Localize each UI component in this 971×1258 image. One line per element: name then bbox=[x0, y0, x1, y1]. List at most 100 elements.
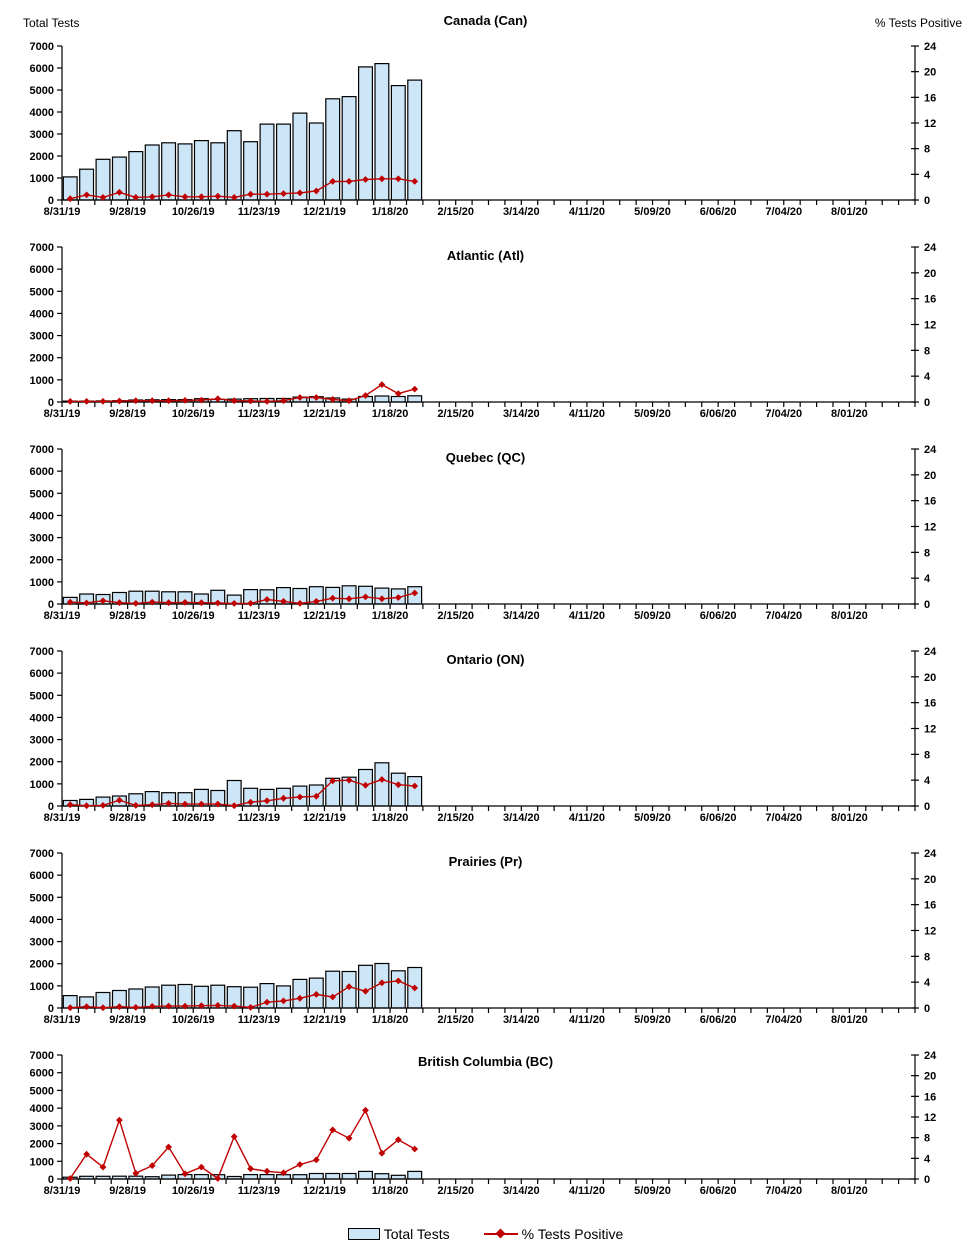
svg-text:1/18/20: 1/18/20 bbox=[372, 812, 409, 824]
svg-text:12: 12 bbox=[924, 724, 936, 736]
svg-text:4: 4 bbox=[924, 775, 931, 787]
svg-text:2000: 2000 bbox=[30, 555, 54, 567]
svg-text:3/14/20: 3/14/20 bbox=[503, 1185, 540, 1197]
svg-text:7/04/20: 7/04/20 bbox=[765, 408, 802, 420]
svg-text:24: 24 bbox=[924, 848, 937, 860]
svg-text:3000: 3000 bbox=[30, 735, 54, 747]
svg-text:1000: 1000 bbox=[30, 173, 54, 185]
svg-text:3/14/20: 3/14/20 bbox=[503, 812, 540, 824]
svg-text:2000: 2000 bbox=[30, 151, 54, 163]
svg-text:6/06/20: 6/06/20 bbox=[700, 408, 737, 420]
svg-text:3/14/20: 3/14/20 bbox=[503, 206, 540, 218]
svg-text:8/31/19: 8/31/19 bbox=[44, 1185, 81, 1197]
svg-text:24: 24 bbox=[924, 41, 937, 53]
svg-text:5000: 5000 bbox=[30, 892, 54, 904]
chart-legend: Total Tests % Tests Positive bbox=[0, 1212, 971, 1242]
svg-text:4000: 4000 bbox=[30, 1103, 54, 1115]
svg-text:2/15/20: 2/15/20 bbox=[437, 1185, 474, 1197]
svg-text:12: 12 bbox=[924, 320, 936, 332]
svg-text:10/26/19: 10/26/19 bbox=[172, 812, 215, 824]
svg-text:10/26/19: 10/26/19 bbox=[172, 610, 215, 622]
panel-canada: Total Tests Canada (Can) % Tests Positiv… bbox=[0, 0, 971, 238]
legend-pct-positive-label: % Tests Positive bbox=[521, 1226, 624, 1242]
svg-text:8/31/19: 8/31/19 bbox=[44, 610, 81, 622]
svg-text:3/14/20: 3/14/20 bbox=[503, 610, 540, 622]
svg-text:2/15/20: 2/15/20 bbox=[437, 1014, 474, 1026]
svg-text:3/14/20: 3/14/20 bbox=[503, 1014, 540, 1026]
svg-text:8: 8 bbox=[924, 749, 930, 761]
svg-text:0: 0 bbox=[924, 397, 930, 409]
svg-text:1000: 1000 bbox=[30, 1156, 54, 1168]
svg-text:8/01/20: 8/01/20 bbox=[831, 812, 868, 824]
svg-text:3000: 3000 bbox=[30, 533, 54, 545]
svg-text:0: 0 bbox=[48, 397, 54, 409]
panel-prairies: Prairies (Pr) 0 1000 2000 3000 4000 5000 6000 7… bbox=[0, 844, 971, 1046]
svg-text:1000: 1000 bbox=[30, 577, 54, 589]
prairies-title: Prairies (Pr) bbox=[448, 854, 523, 869]
svg-text:10/26/19: 10/26/19 bbox=[172, 206, 215, 218]
svg-text:6000: 6000 bbox=[30, 466, 54, 478]
svg-text:5/09/20: 5/09/20 bbox=[634, 1014, 671, 1026]
canada-title: Canada (Can) bbox=[443, 13, 528, 28]
svg-text:6/06/20: 6/06/20 bbox=[700, 610, 737, 622]
svg-text:12: 12 bbox=[924, 926, 936, 938]
svg-text:10/26/19: 10/26/19 bbox=[172, 1014, 215, 1026]
svg-text:0: 0 bbox=[48, 1174, 54, 1186]
svg-text:16: 16 bbox=[924, 1091, 936, 1103]
svg-text:10/26/19: 10/26/19 bbox=[172, 408, 215, 420]
svg-text:12/21/19: 12/21/19 bbox=[303, 610, 346, 622]
svg-text:11/23/19: 11/23/19 bbox=[238, 812, 280, 824]
ontario-title: Ontario (ON) bbox=[446, 652, 525, 667]
svg-text:8/01/20: 8/01/20 bbox=[831, 610, 868, 622]
svg-text:16: 16 bbox=[924, 900, 936, 912]
panel-bc: British Columbia (BC) 0 1000 2000 3000 4000 5… bbox=[0, 1046, 971, 1212]
svg-text:24: 24 bbox=[924, 646, 937, 658]
svg-text:3000: 3000 bbox=[30, 331, 54, 343]
svg-text:4: 4 bbox=[924, 1153, 931, 1165]
svg-text:8/31/19: 8/31/19 bbox=[44, 812, 81, 824]
svg-text:0: 0 bbox=[924, 195, 930, 207]
svg-text:5000: 5000 bbox=[30, 1085, 54, 1097]
pct-positive-swatch-icon bbox=[483, 1228, 518, 1240]
svg-text:8/01/20: 8/01/20 bbox=[831, 1185, 868, 1197]
atlantic-plot: 0 1000 2000 3000 4000 5000 6000 7000 0 4 8 12 16 20 24… bbox=[30, 242, 938, 420]
svg-text:0: 0 bbox=[924, 801, 930, 813]
left-axis-title: Total Tests bbox=[23, 16, 80, 30]
svg-text:20: 20 bbox=[924, 67, 936, 79]
svg-text:8/31/19: 8/31/19 bbox=[44, 206, 81, 218]
canada-plot: 0 1000 2000 3000 4000 5000 6000 7000 0 4 8 12 16 20 24… bbox=[30, 41, 938, 218]
svg-text:4: 4 bbox=[924, 169, 931, 181]
svg-text:6/06/20: 6/06/20 bbox=[700, 206, 737, 218]
svg-text:8/01/20: 8/01/20 bbox=[831, 206, 868, 218]
svg-text:11/23/19: 11/23/19 bbox=[238, 610, 280, 622]
svg-text:2/15/20: 2/15/20 bbox=[437, 812, 474, 824]
bc-title: British Columbia (BC) bbox=[417, 1054, 554, 1069]
svg-text:1/18/20: 1/18/20 bbox=[372, 408, 409, 420]
svg-text:4000: 4000 bbox=[30, 107, 54, 119]
svg-text:7000: 7000 bbox=[30, 242, 54, 254]
svg-text:16: 16 bbox=[924, 698, 936, 710]
svg-text:7000: 7000 bbox=[30, 444, 54, 456]
svg-text:4/11/20: 4/11/20 bbox=[569, 812, 605, 824]
svg-text:6000: 6000 bbox=[30, 1068, 54, 1080]
svg-text:4: 4 bbox=[924, 573, 931, 585]
atlantic-title: Atlantic (Atl) bbox=[446, 248, 525, 263]
svg-text:12/21/19: 12/21/19 bbox=[303, 1185, 346, 1197]
svg-text:12/21/19: 12/21/19 bbox=[303, 812, 346, 824]
svg-text:4000: 4000 bbox=[30, 510, 54, 522]
svg-text:3000: 3000 bbox=[30, 1121, 54, 1133]
svg-text:9/28/19: 9/28/19 bbox=[109, 610, 146, 622]
svg-text:2000: 2000 bbox=[30, 959, 54, 971]
svg-text:0: 0 bbox=[48, 599, 54, 611]
svg-text:5000: 5000 bbox=[30, 488, 54, 500]
svg-text:6/06/20: 6/06/20 bbox=[700, 1014, 737, 1026]
svg-text:11/23/19: 11/23/19 bbox=[238, 206, 280, 218]
svg-text:0: 0 bbox=[48, 195, 54, 207]
svg-text:8: 8 bbox=[924, 1133, 930, 1145]
svg-text:9/28/19: 9/28/19 bbox=[109, 206, 146, 218]
svg-text:12: 12 bbox=[924, 1112, 936, 1124]
svg-text:24: 24 bbox=[924, 1050, 937, 1062]
svg-text:12: 12 bbox=[924, 118, 936, 130]
svg-text:1/18/20: 1/18/20 bbox=[372, 206, 409, 218]
svg-text:20: 20 bbox=[924, 470, 936, 482]
